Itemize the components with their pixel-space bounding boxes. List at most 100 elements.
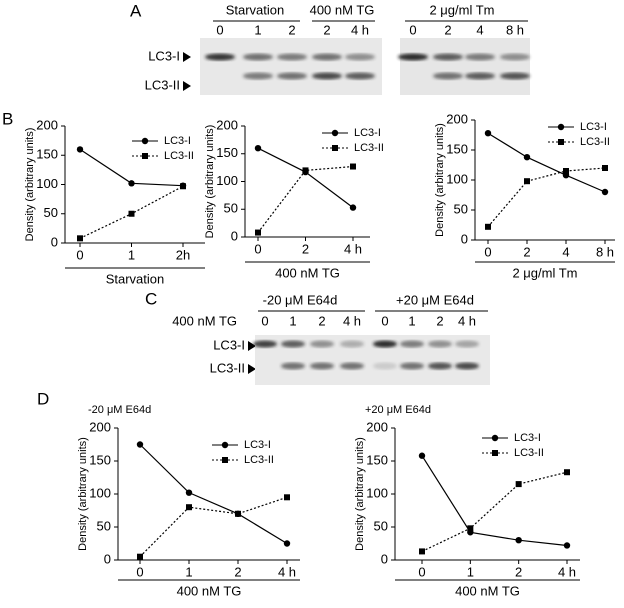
legend-label: LC3-II — [514, 447, 544, 459]
marker — [137, 553, 143, 560]
marker — [186, 504, 192, 511]
series-line — [487, 167, 606, 228]
band — [455, 362, 479, 370]
y-tick-label: 100 — [446, 171, 468, 186]
x-tick-label: 2 — [523, 244, 530, 259]
y-tick-label: 200 — [36, 117, 58, 132]
marker — [564, 469, 570, 476]
blot-group: +20 μM E64d — [396, 292, 474, 307]
lane-label: 2 — [444, 22, 451, 37]
band — [340, 362, 364, 370]
band — [428, 340, 452, 348]
legend-marker — [221, 441, 229, 449]
marker — [185, 489, 193, 496]
y-tick-label: 0 — [104, 551, 111, 566]
y-tick-label: 100 — [366, 485, 388, 500]
band — [345, 53, 375, 61]
y-tick-label: 50 — [97, 518, 111, 533]
x-axis-label: 400 nM TG — [275, 265, 340, 280]
legend-marker — [491, 434, 499, 442]
lane-label: 4 h — [458, 313, 476, 328]
legend-marker — [141, 137, 149, 145]
y-tick-label: 100 — [89, 485, 111, 500]
x-axis-label: Starvation — [106, 271, 165, 286]
lane-label: 2 — [436, 313, 443, 328]
chart-title: +20 μM E64d — [365, 404, 431, 416]
x-tick-label: 0 — [136, 564, 143, 579]
marker — [235, 510, 241, 517]
x-tick-label: 0 — [484, 244, 491, 259]
band — [465, 53, 495, 61]
lane-label: 4 h — [351, 22, 369, 37]
y-tick-label: 100 — [216, 173, 238, 188]
lane-label: 0 — [409, 22, 416, 37]
band — [345, 72, 375, 80]
band — [428, 362, 452, 370]
y-axis-label: Density (arbitrary units) — [354, 437, 366, 551]
lane-label: 2 — [318, 313, 325, 328]
legend-label: LC3-I — [580, 121, 607, 133]
marker — [255, 229, 261, 236]
y-axis-label: Density (arbitrary units) — [434, 123, 446, 237]
series-line — [421, 455, 568, 547]
marker — [76, 146, 84, 153]
y-tick-label: 200 — [216, 117, 238, 132]
band — [500, 72, 530, 80]
band — [373, 362, 397, 370]
y-tick-label: 200 — [366, 419, 388, 434]
legend-label: LC3-II — [244, 454, 274, 466]
band — [312, 53, 342, 61]
band — [398, 53, 428, 61]
marker — [419, 548, 425, 555]
x-tick-label: 1 — [128, 247, 135, 262]
marker — [515, 537, 522, 544]
marker — [77, 235, 83, 242]
row-label: LC3-I — [148, 48, 180, 63]
legend-marker — [558, 139, 564, 145]
marker — [350, 163, 356, 170]
band — [400, 362, 424, 370]
marker — [284, 494, 290, 501]
treatment-label: 400 nM TG — [172, 313, 237, 328]
blot — [400, 38, 530, 95]
marker — [515, 481, 522, 488]
x-tick-label: 1 — [467, 564, 474, 579]
row-label: LC3-I — [213, 337, 245, 352]
y-tick-label: 200 — [446, 111, 468, 126]
band — [433, 72, 463, 80]
x-tick-label: 8 h — [596, 244, 614, 259]
arrow — [248, 364, 256, 374]
x-tick-label: 2h — [176, 247, 190, 262]
marker — [467, 525, 474, 532]
band — [400, 340, 424, 348]
legend-marker — [331, 129, 339, 137]
series-line — [257, 165, 354, 233]
x-tick-label: 2 — [515, 564, 522, 579]
y-tick-label: 150 — [446, 141, 468, 156]
lane-label: 4 — [476, 22, 483, 37]
blot-group: Starvation — [226, 2, 285, 17]
marker — [602, 165, 608, 171]
blot — [200, 38, 382, 95]
x-tick-label: 1 — [185, 564, 192, 579]
marker — [523, 154, 531, 161]
marker — [484, 130, 492, 137]
legend-label: LC3-I — [514, 432, 541, 444]
lane-label: 0 — [261, 313, 268, 328]
x-tick-label: 2 — [302, 241, 309, 256]
band — [310, 362, 334, 370]
legend-marker — [222, 457, 228, 463]
y-axis-label: Density (arbitrary units) — [204, 125, 216, 239]
lane-label: 2 — [288, 22, 295, 37]
arrow — [248, 341, 256, 351]
y-axis-label: Density (arbitrary units) — [24, 128, 36, 242]
legend-label: LC3-I — [164, 135, 191, 147]
row-label: LC3-II — [145, 77, 180, 92]
arrow — [183, 52, 191, 62]
y-tick-label: 50 — [44, 205, 58, 220]
marker — [349, 204, 357, 211]
blot-group: 400 nM TG — [310, 2, 375, 17]
x-axis-label: 400 nM TG — [455, 583, 520, 598]
lane-label: 0 — [381, 313, 388, 328]
band — [281, 340, 305, 348]
